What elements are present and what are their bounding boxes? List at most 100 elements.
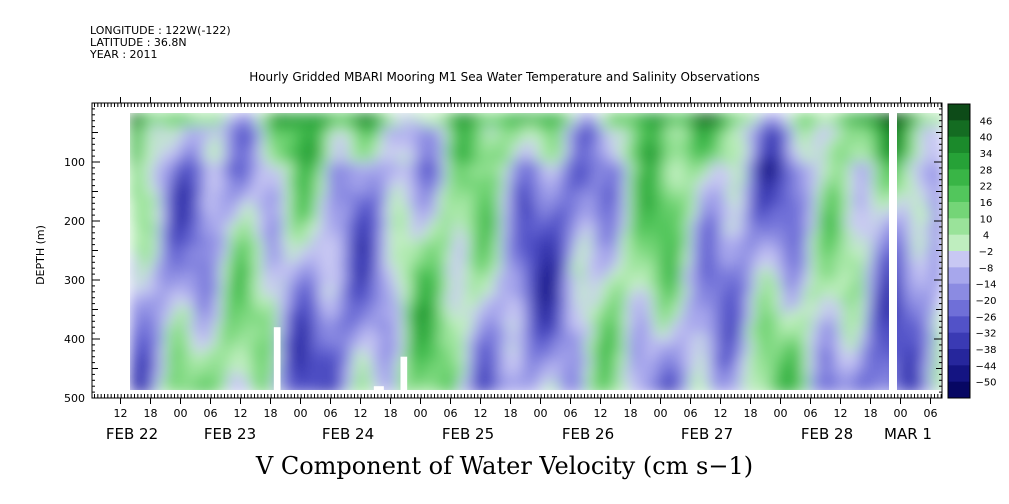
heatmap-cell <box>921 288 929 296</box>
heatmap-cell <box>361 386 369 390</box>
heatmap-cell <box>200 253 208 261</box>
heatmap-cell <box>564 246 572 254</box>
heatmap-cell <box>669 176 677 184</box>
heatmap-cell <box>368 281 376 289</box>
heatmap-cell <box>571 232 579 240</box>
heatmap-cell <box>270 134 278 142</box>
heatmap-cell <box>585 309 593 317</box>
heatmap-cell <box>774 323 782 331</box>
heatmap-cell <box>221 162 229 170</box>
heatmap-cell <box>683 239 691 247</box>
heatmap-cell <box>459 162 467 170</box>
heatmap-cell <box>613 351 621 359</box>
heatmap-cell <box>389 120 397 128</box>
heatmap-cell <box>501 330 509 338</box>
heatmap-cell <box>137 225 145 233</box>
heatmap-cell <box>585 218 593 226</box>
heatmap-cell <box>753 232 761 240</box>
heatmap-cell <box>788 323 796 331</box>
heatmap-cell <box>144 302 152 310</box>
heatmap-cell <box>508 232 516 240</box>
heatmap-cell <box>158 169 166 177</box>
heatmap-cell <box>788 211 796 219</box>
heatmap-cell <box>200 225 208 233</box>
heatmap-cell <box>354 309 362 317</box>
heatmap-cell <box>263 330 271 338</box>
heatmap-cell <box>683 211 691 219</box>
heatmap-cell <box>417 316 425 324</box>
heatmap-cell <box>515 232 523 240</box>
heatmap-cell <box>466 148 474 156</box>
heatmap-cell <box>858 204 866 212</box>
heatmap-cell <box>333 148 341 156</box>
heatmap-cell <box>235 372 243 380</box>
heatmap-cell <box>746 148 754 156</box>
heatmap-cell <box>200 211 208 219</box>
heatmap-cell <box>536 295 544 303</box>
heatmap-cell <box>228 204 236 212</box>
heatmap-cell <box>438 120 446 128</box>
heatmap-cell <box>858 239 866 247</box>
heatmap-cell <box>858 253 866 261</box>
heatmap-cell <box>445 239 453 247</box>
heatmap-cell <box>515 190 523 198</box>
heatmap-cell <box>900 148 908 156</box>
heatmap-cell <box>767 309 775 317</box>
heatmap-cell <box>277 225 285 233</box>
heatmap-cell <box>669 197 677 205</box>
heatmap-cell <box>725 176 733 184</box>
heatmap-cell <box>151 337 159 345</box>
heatmap-cell <box>305 183 313 191</box>
heatmap-cell <box>585 204 593 212</box>
heatmap-cell <box>823 351 831 359</box>
heatmap-cell <box>606 239 614 247</box>
heatmap-cell <box>872 372 880 380</box>
heatmap-cell <box>151 344 159 352</box>
heatmap-cell <box>459 148 467 156</box>
heatmap-cell <box>207 197 215 205</box>
heatmap-cell <box>291 176 299 184</box>
heatmap-cell <box>788 183 796 191</box>
heatmap-cell <box>179 330 187 338</box>
heatmap-cell <box>410 330 418 338</box>
heatmap-cell <box>529 197 537 205</box>
heatmap-cell <box>312 169 320 177</box>
heatmap-cell <box>536 169 544 177</box>
heatmap-cell <box>809 344 817 352</box>
heatmap-cell <box>417 232 425 240</box>
heatmap-cell <box>333 372 341 380</box>
heatmap-cell <box>144 323 152 331</box>
heatmap-cell <box>746 323 754 331</box>
heatmap-cell <box>193 267 201 275</box>
heatmap-cell <box>543 253 551 261</box>
heatmap-cell <box>431 365 439 373</box>
heatmap-cell <box>361 351 369 359</box>
heatmap-cell <box>823 155 831 163</box>
heatmap-cell <box>368 267 376 275</box>
heatmap-cell <box>739 169 747 177</box>
heatmap-cell <box>326 113 334 121</box>
heatmap-cell <box>368 190 376 198</box>
heatmap-cell <box>697 316 705 324</box>
heatmap-cell <box>802 365 810 373</box>
heatmap-cell <box>557 141 565 149</box>
heatmap-cell <box>655 141 663 149</box>
heatmap-cell <box>284 379 292 387</box>
heatmap-cell <box>606 281 614 289</box>
heatmap-cell <box>480 190 488 198</box>
heatmap-cell <box>228 190 236 198</box>
heatmap-cell <box>823 169 831 177</box>
heatmap-cell <box>193 295 201 303</box>
heatmap-cell <box>480 323 488 331</box>
heatmap-cell <box>312 162 320 170</box>
heatmap-cell <box>137 169 145 177</box>
heatmap-cell <box>410 218 418 226</box>
heatmap-cell <box>228 141 236 149</box>
heatmap-cell <box>221 127 229 135</box>
heatmap-cell <box>172 330 180 338</box>
heatmap-cell <box>606 379 614 387</box>
heatmap-cell <box>830 379 838 387</box>
heatmap-cell <box>669 288 677 296</box>
heatmap-cell <box>774 337 782 345</box>
heatmap-cell <box>144 246 152 254</box>
